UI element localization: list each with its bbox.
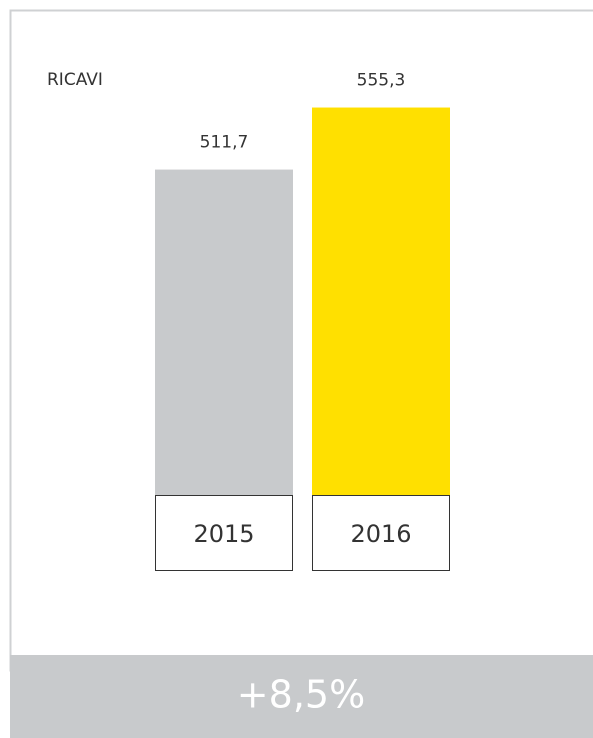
bar xyxy=(155,169,293,495)
x-tick-label: 2016 xyxy=(350,520,411,548)
x-tick-label: 2015 xyxy=(193,520,254,548)
value-label: 511,7 xyxy=(200,133,249,153)
value-label: 555,3 xyxy=(357,71,406,91)
chart-frame xyxy=(9,9,593,672)
bar xyxy=(312,107,450,495)
category-box xyxy=(155,495,293,571)
annotation-band xyxy=(10,655,593,738)
annotation: +8,5% xyxy=(237,673,365,717)
chart-title: RICAVI xyxy=(47,70,103,90)
category-box xyxy=(312,495,450,571)
